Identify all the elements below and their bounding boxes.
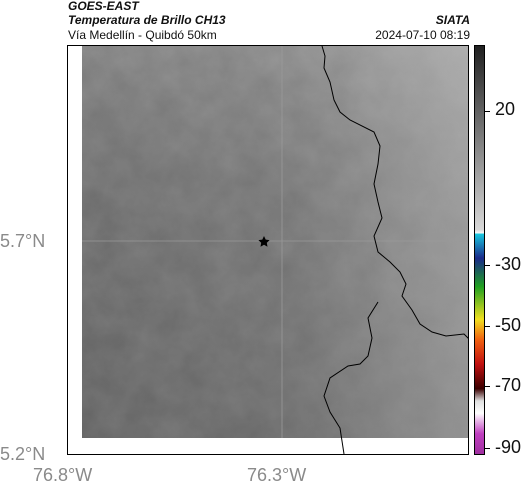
colorbar-tick-label: -70 [495, 375, 522, 395]
colorbar-tick [485, 386, 490, 387]
department-boundary-south [323, 301, 379, 454]
cloud-shading [82, 46, 468, 438]
colorbar-tick [485, 265, 490, 266]
longitude-tick-label: 76.8°W [33, 465, 93, 485]
colorbar-tick-label: -30 [495, 254, 522, 274]
department-boundary-north [321, 46, 468, 339]
colorbar-tick [485, 111, 490, 112]
colorbar-tick-label: -50 [495, 315, 522, 335]
colorbar-tick [485, 326, 490, 327]
satellite-image [82, 46, 468, 454]
organization-label: SIATA [435, 13, 470, 27]
colorbar-tick-label: -90 [495, 437, 522, 457]
temperature-colorbar [474, 45, 485, 455]
product-title: Temperatura de Brillo CH13 [68, 13, 226, 27]
colorbar-tick-label: 20 [495, 99, 516, 119]
region-subtitle: Vía Medellín - Quibdó 50km [68, 28, 217, 42]
longitude-tick-label: 76.3°W [247, 465, 307, 485]
colorbar-tick [485, 448, 490, 449]
latitude-tick-label: 5.7°N [0, 231, 46, 251]
satellite-name: GOES-EAST [68, 0, 139, 13]
colorbar-gradient [475, 46, 484, 454]
star-icon[interactable] [258, 236, 270, 247]
timestamp-label: 2024-07-10 08:19 [375, 28, 470, 42]
map-panel[interactable] [67, 45, 469, 455]
latitude-tick-label: 5.2°N [0, 444, 46, 464]
